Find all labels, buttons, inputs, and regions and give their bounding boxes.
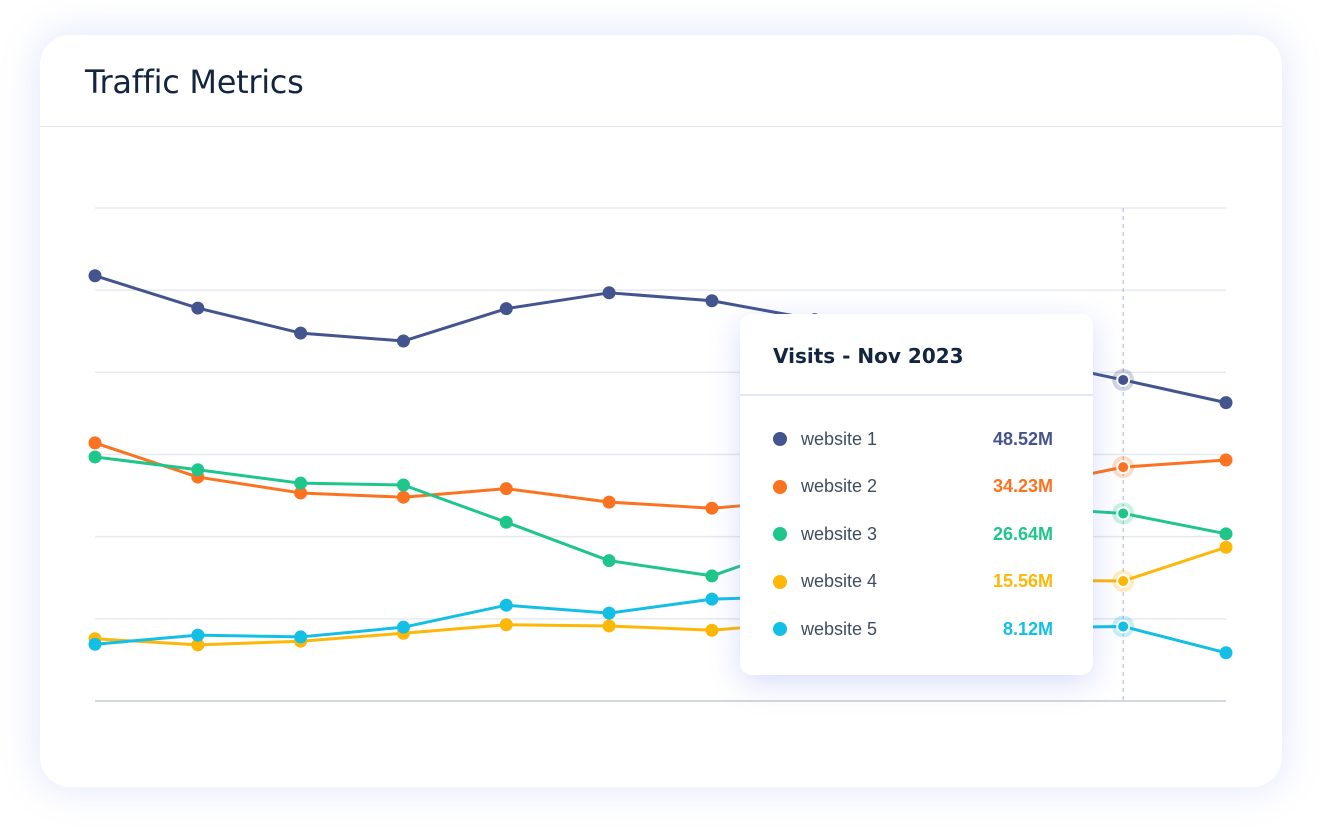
tooltip-series-value: 48.52M xyxy=(992,428,1053,449)
data-point-highlighted xyxy=(1116,574,1131,589)
data-point xyxy=(602,619,616,633)
data-point xyxy=(88,637,102,651)
data-point-highlighted xyxy=(1116,460,1131,475)
tooltip-row: website 5 8.12M xyxy=(773,614,1053,644)
data-point xyxy=(499,302,513,316)
data-point xyxy=(294,486,308,500)
tooltip-series-value: 8.12M xyxy=(1002,618,1053,639)
tooltip-series-label: website 1 xyxy=(801,428,878,449)
data-point xyxy=(88,269,102,283)
data-point xyxy=(1219,540,1233,554)
tooltip-series-label: website 3 xyxy=(801,523,878,544)
legend-dot-icon xyxy=(773,432,787,446)
data-point xyxy=(88,436,102,450)
data-point xyxy=(1219,527,1233,541)
tooltip-row: website 3 26.64M xyxy=(773,519,1053,549)
data-point xyxy=(191,463,205,477)
data-point-highlighted xyxy=(1116,506,1131,521)
data-point xyxy=(602,495,616,509)
tooltip-series-value: 15.56M xyxy=(992,571,1053,591)
tooltip-series-value: 26.64M xyxy=(992,523,1053,544)
tooltip: Visits - Nov 2023 website 1 48.52M website… xyxy=(740,314,1093,675)
tooltip-divider xyxy=(740,394,1093,396)
data-point xyxy=(294,630,308,644)
data-point xyxy=(396,478,410,492)
data-point xyxy=(294,476,308,490)
data-point xyxy=(294,326,308,340)
data-point xyxy=(705,294,719,308)
tooltip-row: website 2 34.23M xyxy=(773,472,1053,502)
data-point xyxy=(396,620,410,634)
data-point xyxy=(499,515,513,529)
data-point xyxy=(1219,396,1233,410)
tooltip-row: website 4 15.56M xyxy=(773,567,1053,597)
tooltip-series-label: website 2 xyxy=(801,476,878,496)
header-divider xyxy=(40,126,1282,127)
data-point xyxy=(705,501,719,515)
tooltip-series-value: 34.23M xyxy=(992,476,1053,496)
data-point xyxy=(705,592,719,606)
data-point xyxy=(602,554,616,568)
tooltip-series-label: website 4 xyxy=(801,571,878,591)
data-point xyxy=(602,606,616,620)
data-point xyxy=(396,334,410,348)
legend-dot-icon xyxy=(773,479,787,494)
legend-dot-icon xyxy=(773,574,787,589)
data-point xyxy=(499,618,513,632)
tooltip-title: Visits - Nov 2023 xyxy=(773,344,964,368)
data-point xyxy=(499,482,513,496)
data-point-highlighted xyxy=(1116,619,1131,634)
tooltip-series-label: website 5 xyxy=(801,618,878,639)
card-title: Traffic Metrics xyxy=(85,63,304,101)
data-point xyxy=(602,286,616,300)
data-point xyxy=(191,628,205,642)
data-point xyxy=(499,598,513,612)
data-point-highlighted xyxy=(1116,372,1131,387)
tooltip-row: website 1 48.52M xyxy=(773,424,1053,454)
data-point xyxy=(705,623,719,637)
data-point xyxy=(396,490,410,504)
legend-dot-icon xyxy=(773,622,787,636)
data-point xyxy=(1219,646,1233,660)
legend-dot-icon xyxy=(773,527,787,541)
data-point xyxy=(705,569,719,583)
data-point xyxy=(191,638,205,652)
data-point xyxy=(1219,453,1233,467)
data-point xyxy=(88,450,102,464)
data-point xyxy=(191,301,205,315)
